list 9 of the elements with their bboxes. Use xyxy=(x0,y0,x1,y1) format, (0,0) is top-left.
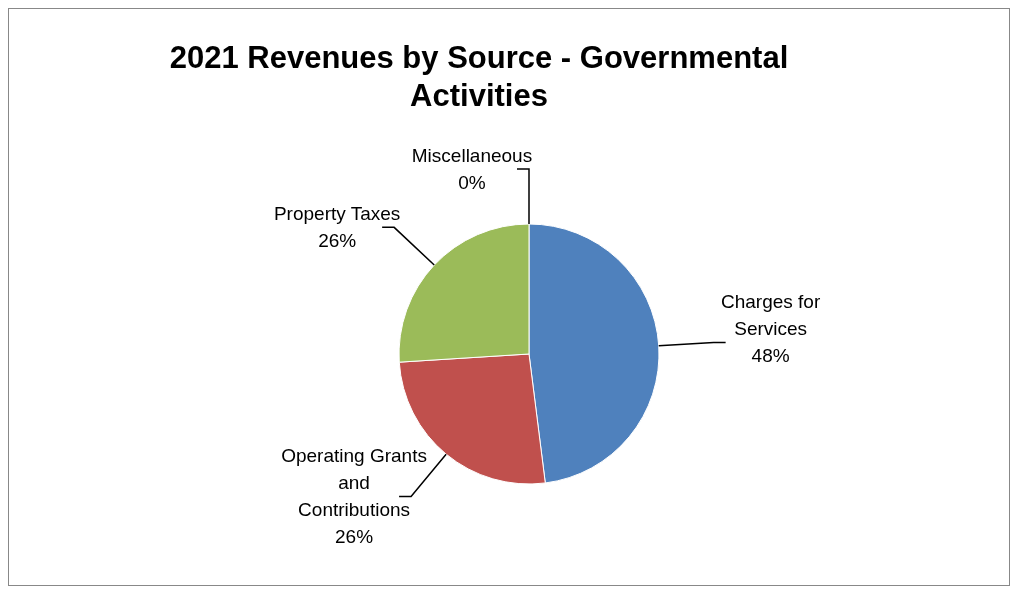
slice-label: Operating Grants and Contributions xyxy=(281,445,427,521)
data-label: 26% xyxy=(335,526,374,548)
data-label: 26% xyxy=(318,229,357,251)
slice-label: Charges for Services xyxy=(720,290,821,339)
category-label: Miscellaneous xyxy=(411,144,533,166)
slice-label: Property Taxes xyxy=(273,202,401,224)
data-label: 48% xyxy=(751,344,790,366)
chart-title: 2021 Revenues by Source - Governmental Activities xyxy=(168,39,790,115)
text: 0% xyxy=(458,171,486,193)
